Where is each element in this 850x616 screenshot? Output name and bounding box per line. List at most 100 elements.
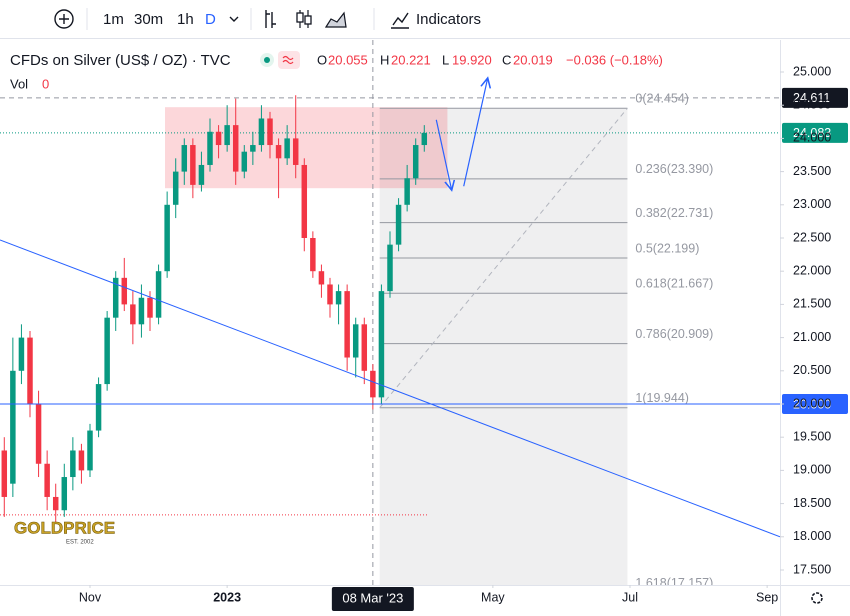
candle-body	[292, 138, 299, 165]
y-tick-label: 20.500	[793, 363, 831, 377]
candle-body	[412, 145, 419, 179]
fib-label: 0.618(21.667)	[635, 277, 713, 291]
candle-body	[275, 145, 282, 159]
fib-trend	[379, 107, 628, 409]
candle-body	[172, 171, 179, 205]
candle-body	[190, 145, 196, 185]
interval-button[interactable]: 1h	[177, 11, 194, 28]
area-icon[interactable]	[324, 11, 347, 28]
symbol-title: CFDs on Silver (US$ / OZ) · TVC	[10, 52, 231, 69]
candle-body	[215, 131, 222, 146]
candle-body	[404, 178, 410, 205]
candle-body	[198, 164, 205, 185]
candle-body	[250, 145, 256, 152]
y-tick-label: 24.000	[793, 131, 831, 145]
candle-body	[387, 244, 393, 292]
candle-body	[335, 291, 342, 305]
support-tag-bg	[782, 393, 848, 414]
candle-body	[121, 277, 128, 305]
fib-area	[379, 108, 628, 585]
forecast-arrow	[435, 119, 451, 190]
crosshair-time-tag-bg	[331, 587, 414, 611]
crosshair-price-tag-bg	[782, 87, 848, 108]
x-tick-label: May	[481, 590, 505, 604]
candle-body	[138, 297, 145, 325]
bars-icon[interactable]	[265, 10, 276, 28]
candle-body	[147, 297, 153, 318]
plot-area: 0(24.454) 0.236(23.390) 0.382(22.731) 0.5(2…	[0, 40, 780, 590]
candle-body	[258, 118, 265, 146]
ohlc-label: H	[380, 52, 389, 67]
forecast-arrow	[463, 78, 488, 187]
y-tick-label: 19.000	[793, 463, 831, 477]
candle-body	[104, 317, 110, 385]
y-tick-label: 19.500	[793, 429, 831, 443]
candle-body	[87, 430, 93, 471]
candle-body	[395, 204, 402, 245]
interval-button[interactable]: 30m	[134, 11, 163, 28]
data-problem-badge[interactable]	[278, 51, 300, 69]
add-symbol[interactable]	[54, 9, 74, 29]
interval-button[interactable]: D	[205, 11, 216, 28]
candle-body	[207, 131, 213, 165]
toolbar: 1m 30m 1h D Indicators	[0, 8, 850, 39]
candle-body	[344, 291, 350, 358]
y-tick-label: 23.500	[793, 164, 831, 178]
candle-body	[78, 450, 85, 471]
candle-body	[52, 496, 59, 511]
candle-body	[378, 291, 385, 398]
crosshair-price-tag: 24.611	[793, 91, 830, 105]
candle-body	[164, 204, 170, 272]
candle-body	[27, 337, 33, 404]
ohlc-label: L	[442, 52, 449, 67]
candle-body	[112, 277, 119, 318]
ohlc-label: O	[317, 52, 327, 67]
ohlc-value: 20.221	[391, 52, 431, 67]
add-icon	[59, 14, 69, 24]
candle-icon-body	[296, 12, 304, 23]
ohlc-value: 20.055	[328, 52, 368, 67]
interval-dropdown[interactable]	[229, 16, 239, 22]
candle-body	[421, 132, 428, 146]
candle-body	[18, 337, 25, 371]
candle-body	[301, 164, 308, 239]
candle-body	[181, 145, 188, 172]
candle-body	[61, 477, 68, 511]
candle-body	[352, 324, 359, 358]
ohlc-label: C	[502, 52, 511, 67]
interval-button[interactable]: 1m	[103, 11, 124, 28]
change-value: −0.036 (−0.18%)	[566, 52, 663, 67]
legend: CFDs on Silver (US$ / OZ) · TVC O 20.055…	[10, 51, 663, 91]
y-tick-label: 21.500	[793, 297, 831, 311]
candle-icon-body	[304, 15, 312, 25]
fib-label: 0.382(22.731)	[635, 206, 713, 220]
fib-label: 0.236(23.390)	[635, 162, 713, 176]
indicators-button[interactable]: Indicators	[416, 11, 481, 28]
badge-icon	[282, 55, 294, 65]
y-tick-label: 24.500	[793, 98, 831, 112]
ohlc-value: 20.019	[513, 52, 553, 67]
candle-body	[327, 284, 333, 305]
fib-label: 0.5(22.199)	[635, 241, 699, 255]
candle-body	[284, 138, 290, 159]
x-tick-label: 2023	[213, 590, 241, 604]
candle-body	[361, 324, 368, 371]
y-tick-label: 18.000	[793, 529, 831, 543]
fib-label: 0(24.454)	[635, 92, 689, 106]
support-tag: 20.000	[793, 397, 831, 411]
candle-body	[10, 370, 16, 484]
fib-label: 1.618(17.157)	[635, 576, 713, 590]
settings-button[interactable]	[811, 592, 823, 604]
overlay: 24.083 20.000 24.611 08 Mar '23	[331, 87, 848, 611]
x-tick-label: Sep	[756, 590, 778, 604]
ohlc-value: 19.920	[452, 52, 492, 67]
candle-body	[155, 271, 162, 318]
y-tick-label: 22.500	[793, 230, 831, 244]
y-tick-label: 23.000	[793, 197, 831, 211]
y-tick-label: 22.000	[793, 263, 831, 277]
candle-body	[70, 450, 76, 478]
logo-since: EST. 2002	[66, 540, 94, 546]
last-price-tag-bg	[782, 122, 848, 143]
indicators-icon[interactable]	[391, 12, 409, 29]
